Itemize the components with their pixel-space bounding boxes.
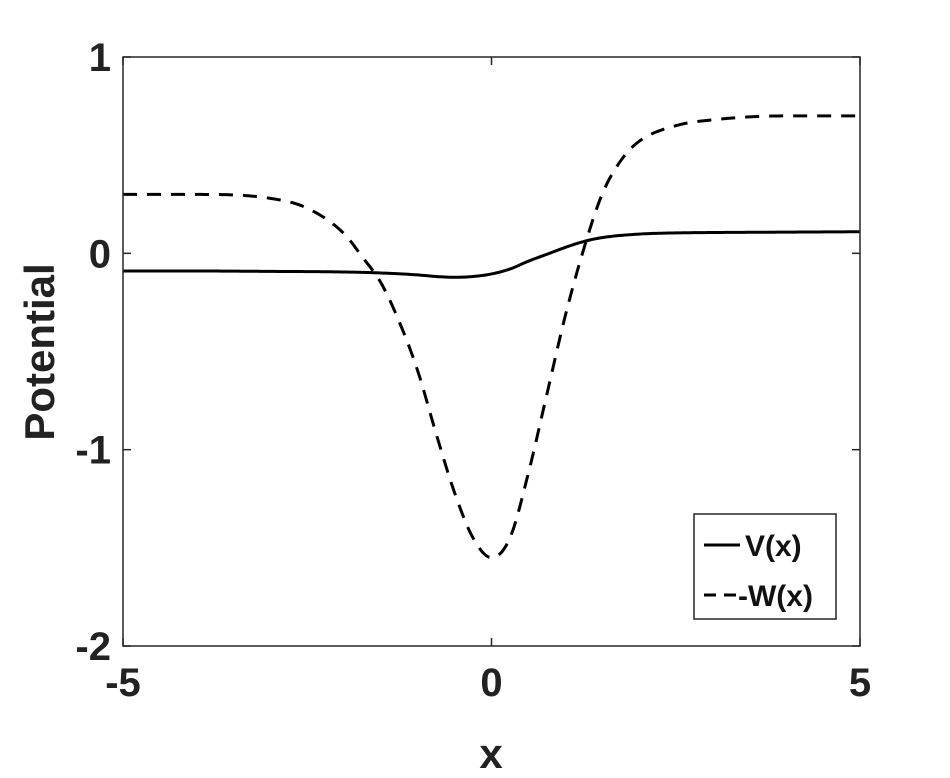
x-tick-label: 5 [849,661,871,705]
series-line-w [123,114,860,560]
x-tick-label: 0 [480,661,502,705]
legend: V(x) -W(x) [693,513,837,620]
y-tick-label: 0 [89,232,111,276]
legend-label-w: -W(x) [738,580,813,613]
series-line-v [123,230,861,279]
x-tick-label: -5 [105,661,141,705]
tick-layer: -5 0 5 -2 -1 0 1 [75,36,871,705]
y-axis-label: Potential [16,263,63,440]
legend-box [693,513,837,620]
legend-label-v: V(x) [745,530,802,563]
y-tick-label: 1 [89,36,111,80]
y-tick-label: -1 [75,429,111,473]
y-tick-label: -2 [75,625,111,669]
series-layer [123,114,861,560]
x-axis-label: x [479,730,503,777]
